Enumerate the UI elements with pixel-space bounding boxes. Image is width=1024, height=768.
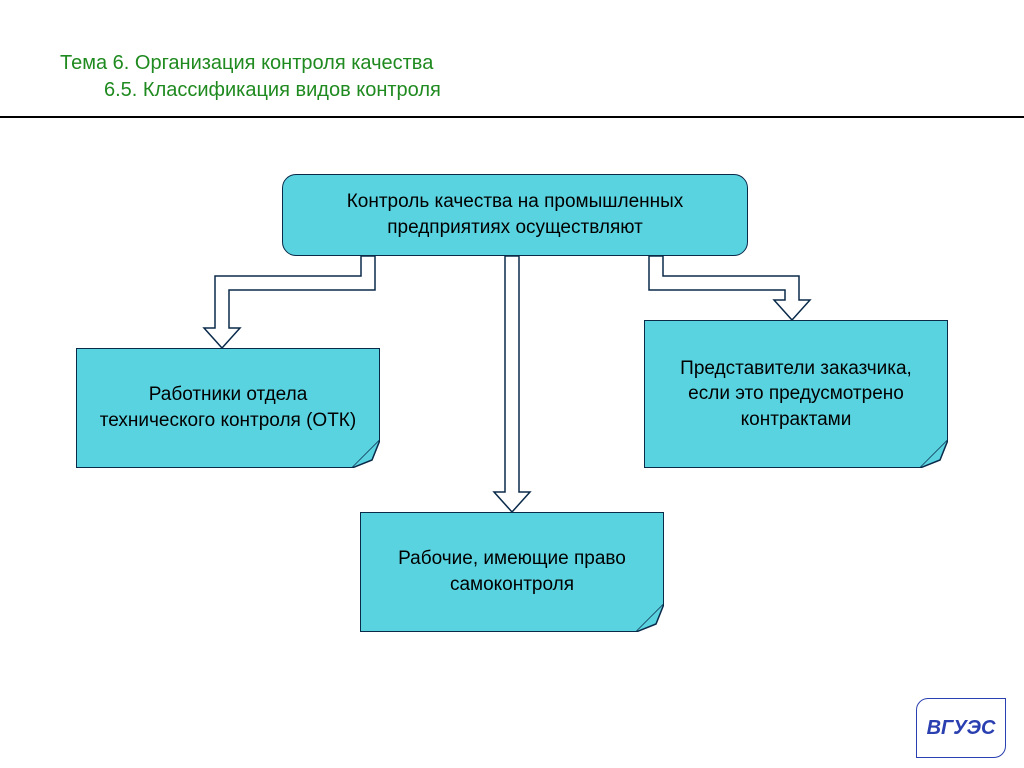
node-left-text: Работники отдела технического контроля (… [91,382,365,433]
arrow-left [204,256,375,348]
arrow-right [649,256,810,320]
dogear-icon [352,440,380,468]
node-center: Рабочие, имеющие право самоконтроля [360,512,664,632]
node-root-text: Контроль качества на промышленных предпр… [297,189,733,240]
dogear-icon [920,440,948,468]
org-logo-text: ВГУЭС [927,717,996,740]
node-root: Контроль качества на промышленных предпр… [282,174,748,256]
node-right: Представители заказчика, если это предус… [644,320,948,468]
node-right-text: Представители заказчика, если это предус… [659,356,933,433]
node-center-text: Рабочие, имеющие право самоконтроля [375,546,649,597]
org-logo: ВГУЭС [916,698,1006,758]
slide: Тема 6. Организация контроля качества 6.… [0,0,1024,768]
arrow-center [494,256,530,512]
node-left: Работники отдела технического контроля (… [76,348,380,468]
dogear-icon [636,604,664,632]
